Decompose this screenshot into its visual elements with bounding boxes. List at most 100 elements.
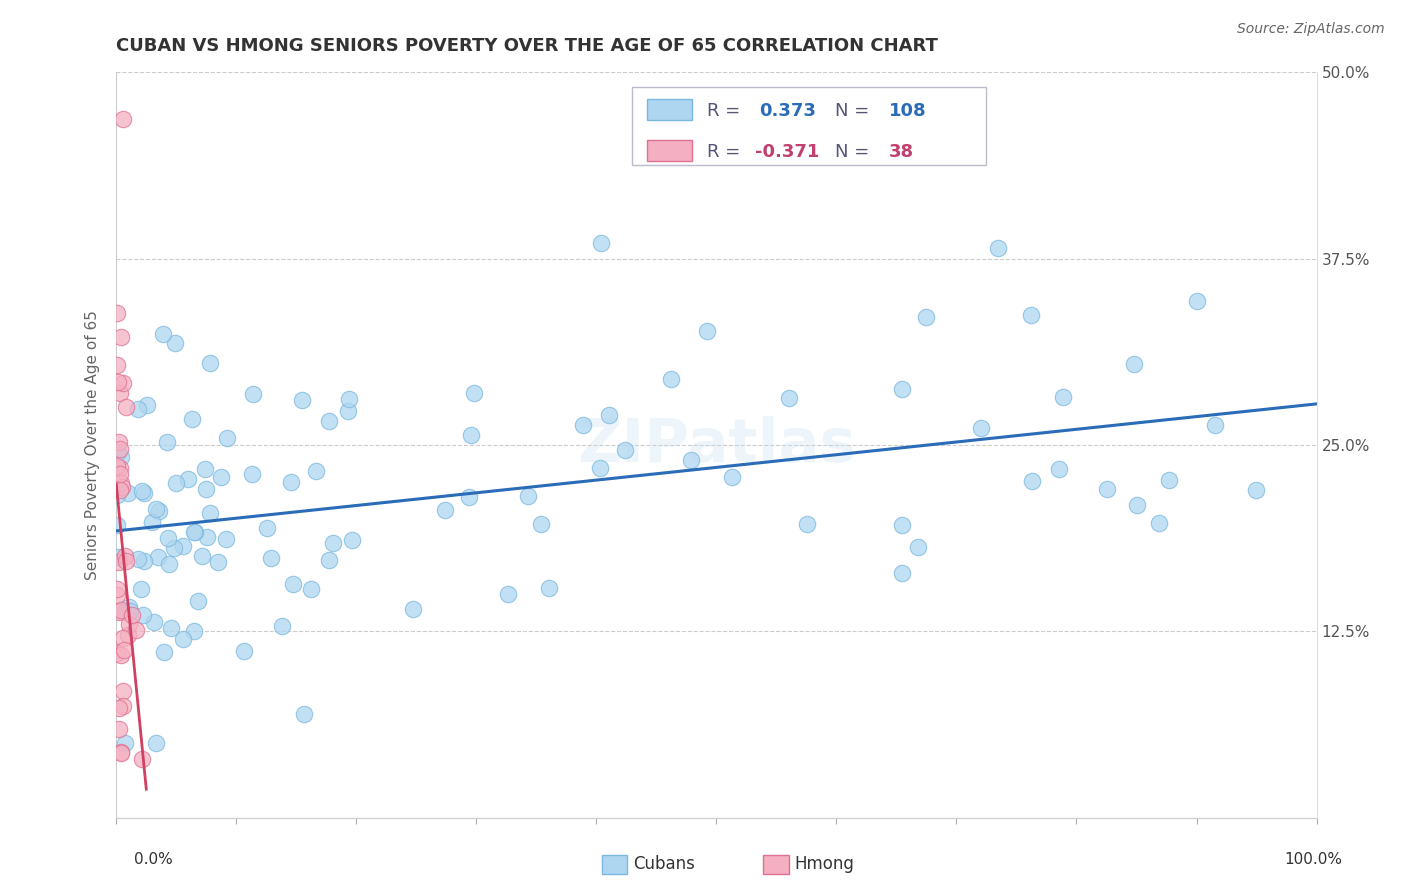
Point <box>183 624 205 638</box>
Text: R =: R = <box>707 143 745 161</box>
Point <box>987 241 1010 255</box>
Point <box>107 375 129 389</box>
Point <box>433 503 456 517</box>
Point <box>132 554 155 568</box>
FancyBboxPatch shape <box>602 855 627 874</box>
Point <box>194 462 217 476</box>
Point <box>107 722 129 736</box>
Point <box>256 521 278 535</box>
Point <box>118 617 141 632</box>
Point <box>614 442 637 457</box>
Text: 100.0%: 100.0% <box>1285 852 1343 867</box>
Point <box>402 602 425 616</box>
Point <box>589 236 612 251</box>
Point <box>280 475 302 489</box>
Point <box>146 550 169 565</box>
Point <box>107 445 129 459</box>
Point <box>143 615 166 630</box>
Point <box>110 450 132 465</box>
Point <box>163 541 186 555</box>
Point <box>260 551 283 566</box>
Y-axis label: Seniors Poverty Over the Age of 65: Seniors Poverty Over the Age of 65 <box>86 310 100 580</box>
Point <box>165 335 187 350</box>
Point <box>1095 482 1118 496</box>
Point <box>152 645 174 659</box>
Point <box>117 486 139 500</box>
Point <box>1049 461 1071 475</box>
Text: Source: ZipAtlas.com: Source: ZipAtlas.com <box>1237 22 1385 37</box>
Point <box>318 414 340 428</box>
Point <box>108 701 131 715</box>
Point <box>110 603 132 617</box>
Point <box>1125 498 1147 512</box>
Point <box>165 476 187 491</box>
Point <box>152 326 174 341</box>
Point <box>496 587 519 601</box>
Point <box>114 401 136 415</box>
Point <box>107 588 129 602</box>
Point <box>107 582 129 596</box>
Point <box>187 594 209 608</box>
Point <box>112 112 135 127</box>
Point <box>283 577 305 591</box>
Point <box>107 306 129 320</box>
Point <box>337 404 360 418</box>
Point <box>107 458 129 473</box>
Point <box>184 525 207 540</box>
Point <box>778 391 800 405</box>
Point <box>107 488 129 502</box>
Point <box>135 398 157 412</box>
Point <box>598 408 620 422</box>
Point <box>1147 516 1170 530</box>
Point <box>110 483 132 497</box>
Point <box>112 632 135 646</box>
Text: Hmong: Hmong <box>794 855 855 873</box>
Point <box>589 461 612 475</box>
Point <box>110 746 132 760</box>
Point <box>131 752 153 766</box>
Point <box>157 531 180 545</box>
Point <box>110 475 132 490</box>
Point <box>516 489 538 503</box>
Text: CUBAN VS HMONG SENIORS POVERTY OVER THE AGE OF 65 CORRELATION CHART: CUBAN VS HMONG SENIORS POVERTY OVER THE … <box>117 37 938 55</box>
Point <box>117 628 139 642</box>
Point <box>322 536 344 550</box>
Point <box>891 382 914 396</box>
Point <box>111 698 134 713</box>
Point <box>1157 473 1180 487</box>
Point <box>1244 483 1267 497</box>
Point <box>132 608 155 623</box>
Point <box>233 644 256 658</box>
Point <box>572 417 595 432</box>
Point <box>242 387 264 401</box>
Text: ZIPatlas: ZIPatlas <box>576 416 856 475</box>
Text: N =: N = <box>835 143 876 161</box>
Point <box>111 480 134 494</box>
Point <box>190 549 212 563</box>
Point <box>118 599 141 614</box>
Point <box>157 557 180 571</box>
Point <box>114 736 136 750</box>
Point <box>183 524 205 539</box>
FancyBboxPatch shape <box>633 87 987 165</box>
Text: 108: 108 <box>889 102 927 120</box>
Point <box>538 581 561 595</box>
Point <box>156 434 179 449</box>
Text: 0.0%: 0.0% <box>134 852 173 867</box>
Point <box>1185 294 1208 309</box>
Point <box>148 504 170 518</box>
FancyBboxPatch shape <box>763 855 789 874</box>
Point <box>114 549 136 563</box>
Point <box>890 566 912 580</box>
Point <box>1052 390 1074 404</box>
Point <box>890 518 912 533</box>
Point <box>127 401 149 416</box>
Point <box>131 582 153 597</box>
Point <box>796 516 818 531</box>
Point <box>134 486 156 500</box>
Point <box>115 554 138 568</box>
Point <box>131 483 153 498</box>
Point <box>1122 358 1144 372</box>
Point <box>198 506 221 520</box>
Point <box>207 555 229 569</box>
